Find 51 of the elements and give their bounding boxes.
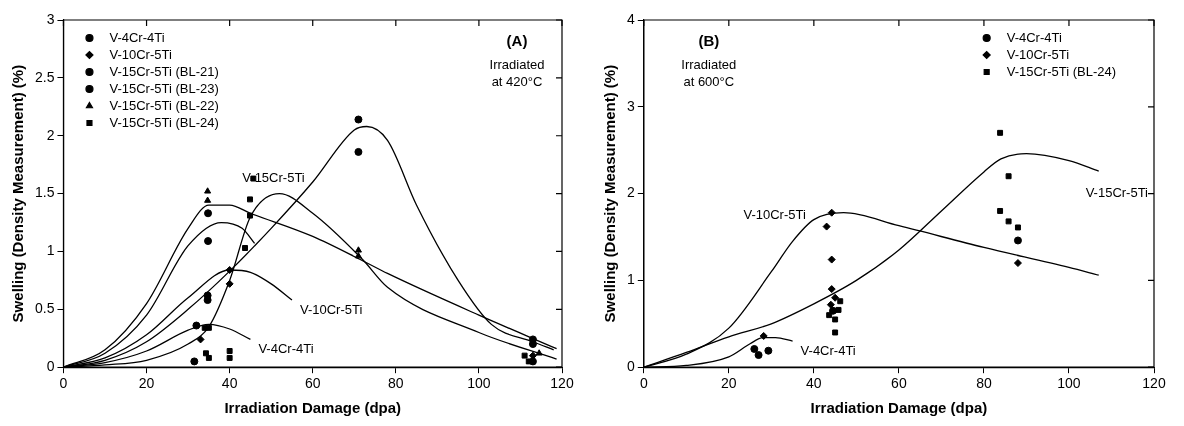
x-tick-label: 20 bbox=[138, 375, 155, 392]
x-tick-label: 40 bbox=[221, 375, 238, 392]
annotation: V-15Cr-5Ti bbox=[242, 169, 305, 185]
annotation: V-15Cr-5Ti bbox=[1085, 184, 1149, 200]
y-tick-label: 1 bbox=[626, 271, 635, 288]
y-tick-label: 0 bbox=[626, 358, 635, 375]
x-tick-label: 0 bbox=[59, 375, 68, 392]
y-axis-title: Swelling (Density Measurement) (%) bbox=[9, 64, 27, 323]
annotation: at 600°C bbox=[683, 73, 735, 89]
annotation: Irradiated bbox=[681, 56, 737, 72]
x-tick-label: 100 bbox=[1057, 375, 1081, 392]
annotation: (B) bbox=[698, 32, 720, 50]
legend-label: V-10Cr-5Ti bbox=[1006, 46, 1070, 62]
y-tick-label: 3 bbox=[626, 97, 635, 114]
x-axis-title: Irradiation Damage (dpa) bbox=[224, 399, 402, 417]
legend-label: V-15Cr-5Ti (BL-22) bbox=[109, 97, 219, 113]
legend-label: V-15Cr-5Ti (BL-21) bbox=[109, 63, 219, 79]
y-tick-label: 0.5 bbox=[34, 300, 55, 317]
y-tick-label: 0 bbox=[46, 358, 55, 375]
x-axis-title: Irradiation Damage (dpa) bbox=[810, 399, 988, 417]
x-tick-label: 100 bbox=[467, 375, 491, 392]
y-tick-label: 2 bbox=[626, 184, 635, 201]
annotation: at 420°C bbox=[491, 73, 543, 89]
legend-label: V-10Cr-5Ti bbox=[109, 46, 172, 62]
y-tick-label: 4 bbox=[626, 10, 635, 27]
x-tick-label: 60 bbox=[304, 375, 321, 392]
y-tick-label: 1.5 bbox=[34, 184, 55, 201]
x-tick-label: 80 bbox=[388, 375, 404, 392]
annotation: V-4Cr-4Ti bbox=[258, 341, 314, 356]
legend-label: V-15Cr-5Ti (BL-24) bbox=[109, 114, 219, 130]
annotation: V-4Cr-4Ti bbox=[800, 342, 856, 358]
x-tick-label: 40 bbox=[806, 375, 822, 392]
y-axis-title: Swelling (Density Measurement) (%) bbox=[601, 64, 619, 323]
annotation: V-10Cr-5Ti bbox=[743, 207, 806, 223]
x-tick-label: 120 bbox=[550, 375, 574, 392]
y-tick-label: 2.5 bbox=[34, 68, 55, 85]
legend-label: V-15Cr-5Ti (BL-24) bbox=[1006, 63, 1116, 79]
x-tick-label: 0 bbox=[639, 375, 648, 392]
x-tick-label: 80 bbox=[976, 375, 992, 392]
x-tick-label: 120 bbox=[1142, 375, 1166, 392]
legend-label: V-4Cr-4Ti bbox=[109, 29, 165, 45]
y-tick-label: 3 bbox=[46, 10, 55, 27]
x-tick-label: 20 bbox=[721, 375, 737, 392]
x-tick-label: 60 bbox=[891, 375, 907, 392]
annotation: V-10Cr-5Ti bbox=[299, 301, 363, 317]
annotation: Irradiated bbox=[489, 56, 545, 72]
y-tick-label: 1 bbox=[46, 242, 55, 259]
legend-label: V-4Cr-4Ti bbox=[1006, 29, 1062, 45]
y-tick-label: 2 bbox=[46, 126, 55, 143]
legend-label: V-15Cr-5Ti (BL-23) bbox=[109, 80, 219, 96]
annotation: (A) bbox=[506, 32, 528, 50]
